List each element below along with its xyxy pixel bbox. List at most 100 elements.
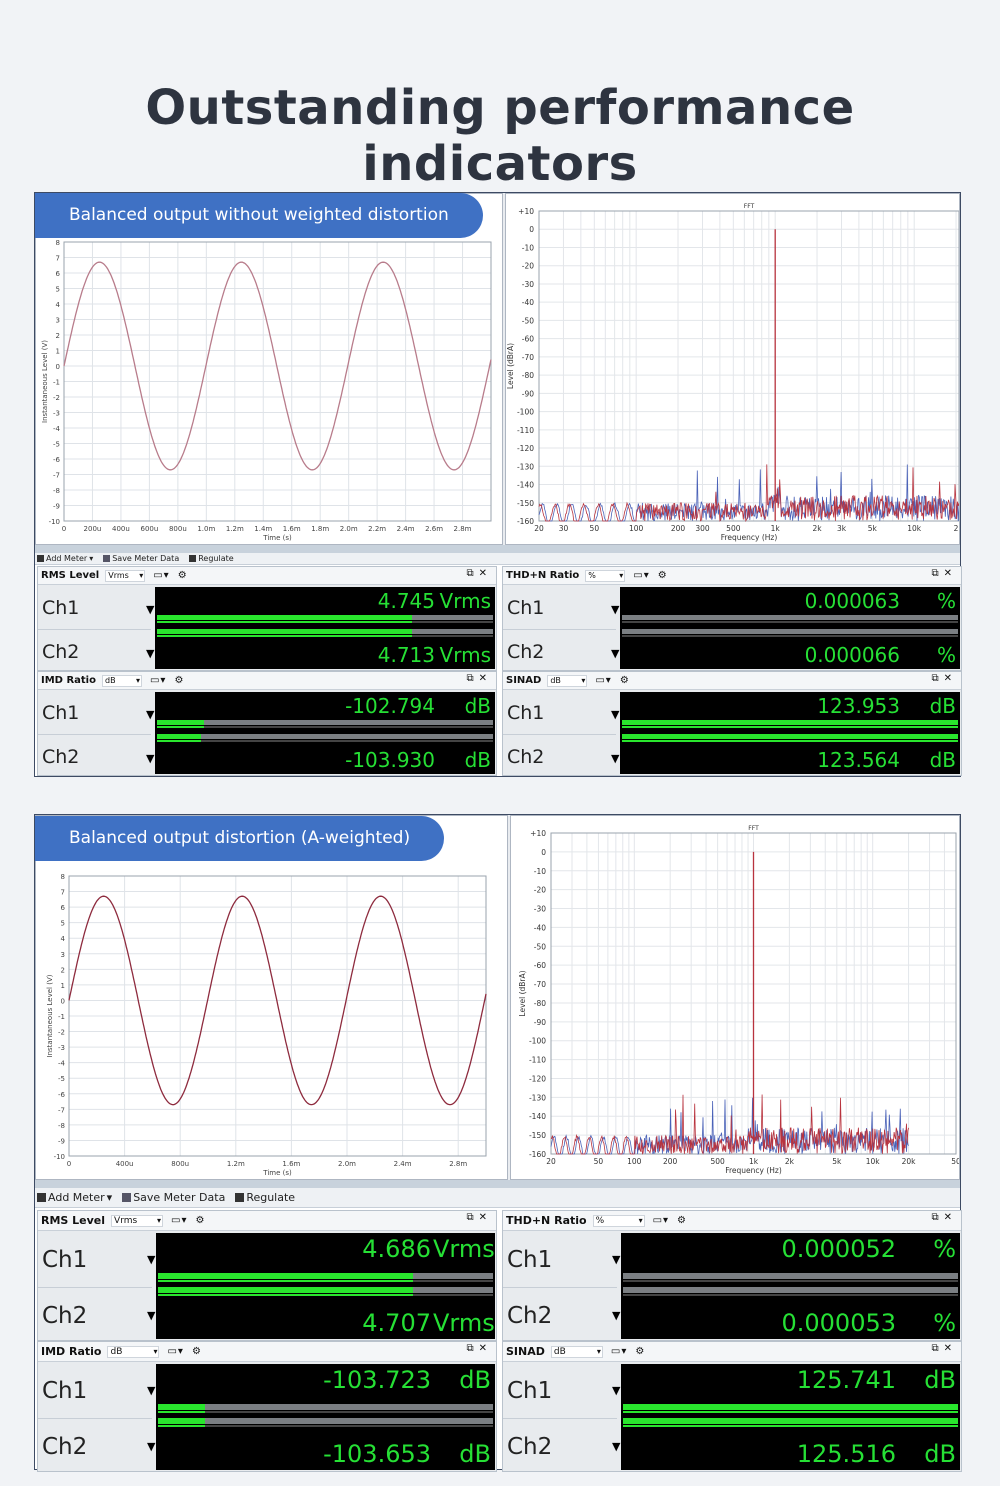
channel-dropdown-icon[interactable]: ▼ [611,708,620,721]
x-tick-label: 1.2m [226,525,244,533]
popout-icon[interactable]: ⧉ [466,1212,479,1223]
close-icon[interactable]: ✕ [943,1343,957,1354]
channel-divider [38,1417,152,1419]
level-bar-track [157,740,493,742]
level-bar [158,1418,493,1424]
channel-dropdown-icon[interactable]: ▼ [146,603,155,616]
level-bar-track [623,1411,958,1413]
channel-label: Ch2 [42,745,80,768]
x-tick-label: 400u [116,1160,134,1168]
unit-select[interactable]: dB [101,674,142,687]
x-tick-label: 800u [169,525,187,533]
x-tick-label: 1.6m [282,1160,300,1168]
y-tick-label: 0 [56,363,60,371]
close-icon[interactable]: ✕ [478,1212,492,1223]
popout-icon[interactable]: ⧉ [466,673,479,684]
channel-dropdown-icon[interactable]: ▼ [612,1253,621,1266]
y-tick-label: -10 [49,518,60,526]
level-bar-track-fill [157,740,201,742]
settings-icon[interactable]: ⚙ [677,1215,688,1226]
unit-select[interactable]: dB [550,1345,603,1358]
channel-dropdown-icon[interactable]: ▼ [147,1384,156,1397]
channel-dropdown-icon[interactable]: ▼ [146,708,155,721]
y-tick-label: -140 [529,1112,546,1121]
regulate-button[interactable]: Regulate [189,554,234,563]
splitter-handle[interactable] [35,1180,960,1188]
popout-icon[interactable]: ⧉ [466,1343,479,1354]
close-icon[interactable]: ✕ [478,1343,492,1354]
chart-options-icon[interactable]: ▭▾ [595,675,612,686]
chart-options-icon[interactable]: ▭▾ [149,675,167,686]
reading-unit: % [933,1309,956,1337]
settings-icon[interactable]: ⚙ [177,570,188,581]
channel-label: Ch1 [42,1378,88,1404]
measurement-panel-unweighted: Balanced output without weighted distort… [34,192,962,777]
x-tick-label: 2.2m [368,525,386,533]
x-tick-label: 30 [559,524,569,533]
splitter-handle[interactable] [35,545,960,553]
close-icon[interactable]: ✕ [943,673,957,684]
regulate-button[interactable]: Regulate [235,1191,295,1204]
chart-options-icon[interactable]: ▭▾ [167,1346,184,1357]
unit-select[interactable]: Vrms [105,569,146,582]
popout-icon[interactable]: ⧉ [931,673,944,684]
popout-icon[interactable]: ⧉ [931,568,944,579]
y-tick-label: 8 [61,873,65,881]
add-meter-button[interactable]: Add Meter ▾ [37,1191,112,1204]
plot-frame [68,875,487,1157]
channel-dropdown-icon[interactable]: ▼ [146,646,155,660]
settings-icon[interactable]: ⚙ [174,675,185,686]
y-tick-label: -3 [53,410,60,418]
channel-dropdown-icon[interactable]: ▼ [612,1308,621,1322]
plot-frame [63,241,492,522]
chart-options-icon[interactable]: ▭▾ [610,1346,628,1357]
save-meter-data-button[interactable]: Save Meter Data [122,1191,225,1204]
x-tick-label: 800u [171,1160,189,1168]
channel-dropdown-icon[interactable]: ▼ [612,1384,621,1397]
channel-dropdown-icon[interactable]: ▼ [611,751,620,765]
channel-dropdown-icon[interactable]: ▼ [146,751,155,765]
chart-options-icon[interactable]: ▭▾ [171,1215,188,1226]
chart-options-icon[interactable]: ▭▾ [633,570,650,581]
close-icon[interactable]: ✕ [943,568,957,579]
x-tick-label: 3k [837,524,847,533]
meter-header: IMD Ratio dB ▭▾ ⚙ ⧉✕ [38,672,496,690]
y-tick-label: -7 [58,1106,65,1114]
unit-select[interactable]: % [585,569,626,582]
y-tick-label: 7 [56,255,60,263]
settings-icon[interactable]: ⚙ [191,1346,202,1357]
close-icon[interactable]: ✕ [943,1212,957,1223]
y-tick-label: 7 [61,889,65,897]
channel-dropdown-icon[interactable]: ▼ [147,1253,156,1266]
popout-icon[interactable]: ⧉ [931,1212,944,1223]
unit-select[interactable]: dB [547,674,588,687]
channel-dropdown-icon[interactable]: ▼ [612,1439,621,1453]
plot-area: Balanced output without weighted distort… [35,193,960,545]
popout-icon[interactable]: ⧉ [466,568,479,579]
settings-icon[interactable]: ⚙ [195,1215,206,1226]
close-icon[interactable]: ✕ [478,673,492,684]
channel-dropdown-icon[interactable]: ▼ [147,1308,156,1322]
meter-display: 4.745 Vrms 4.713 Vrms [155,587,495,669]
channel-dropdown-icon[interactable]: ▼ [147,1439,156,1453]
save-meter-data-button[interactable]: Save Meter Data [103,554,179,563]
settings-icon[interactable]: ⚙ [657,570,668,581]
settings-icon[interactable]: ⚙ [619,675,630,686]
save-icon [103,555,111,562]
popout-icon[interactable]: ⧉ [931,1343,944,1354]
unit-select[interactable]: Vrms [111,1214,164,1227]
level-bar-track-fill [158,1411,205,1413]
channel-dropdown-icon[interactable]: ▼ [611,646,620,660]
unit-select[interactable]: % [592,1214,645,1227]
meter-window-controls: ⧉✕ [931,568,957,579]
chart-options-icon[interactable]: ▭▾ [652,1215,670,1226]
channel-label: Ch2 [507,1302,553,1329]
add-meter-button[interactable]: Add Meter ▾ [37,554,93,563]
chart-options-icon[interactable]: ▭▾ [153,570,170,581]
unit-select[interactable]: dB [107,1345,160,1358]
settings-icon[interactable]: ⚙ [635,1346,646,1357]
channel-dropdown-icon[interactable]: ▼ [611,603,620,616]
y-tick-label: -60 [522,335,534,344]
close-icon[interactable]: ✕ [478,568,492,579]
y-tick-label: -160 [517,517,534,526]
